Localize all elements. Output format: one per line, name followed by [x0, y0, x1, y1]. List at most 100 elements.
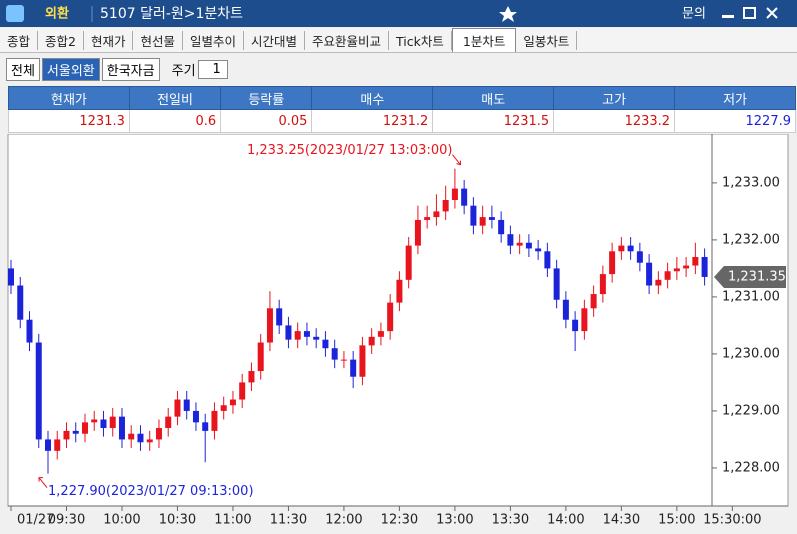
candle-body — [535, 248, 542, 252]
quote-value: 1231.5 — [432, 109, 555, 133]
candle-body — [72, 430, 79, 434]
candle-body — [683, 265, 690, 269]
close[interactable] — [766, 7, 778, 19]
candle-body — [461, 188, 468, 206]
tab-bar: 종합 종합2 현재가 현선물 일별추이 시간대별 주요환율비교 Tick차트 1분차트 일봉차트 — [0, 28, 797, 53]
candle-body — [313, 336, 320, 340]
candle-body — [507, 234, 514, 246]
candle-body — [174, 399, 181, 417]
candle-body — [701, 257, 708, 277]
toolbar: 전체 서울외환 한국자금 주기 1 — [0, 54, 797, 84]
candle-body — [109, 416, 116, 429]
candle-body — [266, 308, 273, 343]
help[interactable]: 문의 — [682, 7, 706, 22]
candle-body — [655, 279, 662, 286]
tab[interactable]: 일봉차트 — [516, 30, 578, 50]
tab[interactable]: Tick차트 — [389, 30, 452, 50]
y-tick-label: 1,231.00 — [722, 289, 780, 304]
candle-body — [239, 382, 246, 400]
chart-frame — [7, 134, 789, 507]
app-icon — [6, 5, 24, 22]
quote-value: 0.6 — [128, 109, 222, 133]
x-tick-label: 10:30 — [159, 513, 196, 528]
y-tick-label: 1,228.00 — [722, 460, 780, 475]
candle-body — [202, 422, 209, 431]
period-label: 주기 — [171, 63, 196, 79]
x-tick-label: 14:00 — [547, 513, 584, 528]
candle-body — [285, 325, 292, 340]
market-button[interactable]: 전체 — [6, 57, 40, 81]
candle-body — [91, 419, 98, 423]
candle-body — [54, 439, 61, 451]
y-tick-label: 1,230.00 — [722, 346, 780, 361]
candle-body — [525, 242, 532, 249]
column-header: 전일비 — [128, 86, 222, 110]
candle-body — [248, 371, 255, 383]
minimize[interactable] — [722, 15, 734, 18]
x-tick-label: 12:00 — [325, 513, 362, 528]
favorite[interactable] — [499, 6, 517, 22]
x-tick-label: 11:30 — [270, 513, 307, 528]
tab[interactable]: 1분차트 — [451, 28, 517, 52]
candle-body — [26, 319, 33, 343]
candle-body — [276, 308, 283, 326]
tab[interactable]: 일별추이 — [183, 30, 245, 50]
candle-body — [44, 439, 51, 451]
annotation-arrow — [452, 154, 461, 166]
candle-body — [350, 359, 357, 377]
x-tick-label: 01/27 — [17, 513, 54, 528]
maximize[interactable] — [743, 7, 756, 19]
candle-body — [8, 268, 14, 286]
tab[interactable]: 종합 — [0, 30, 39, 50]
tab[interactable]: 현재가 — [84, 30, 134, 50]
tab[interactable]: 시간대별 — [244, 30, 306, 50]
candle-body — [359, 345, 366, 377]
candle-body — [414, 219, 421, 246]
candle-body — [544, 251, 551, 269]
candle-body — [118, 416, 125, 440]
candle-body — [673, 268, 680, 272]
candle-body — [340, 359, 347, 361]
candle-body — [387, 302, 394, 332]
candle-body — [211, 410, 218, 431]
candle-body — [553, 268, 560, 300]
tab[interactable]: 종합2 — [38, 30, 84, 50]
candle-body — [405, 245, 412, 280]
x-tick-label: 12:30 — [381, 513, 418, 528]
candle-body — [331, 348, 338, 360]
candle-body — [424, 217, 431, 220]
x-tick-label: 13:30 — [492, 513, 529, 528]
annotation-arrow — [38, 477, 48, 488]
candle-body — [442, 199, 449, 212]
candle-body — [294, 331, 301, 340]
candle-body — [155, 428, 162, 440]
candle-body — [303, 331, 310, 337]
candle-body — [470, 205, 477, 226]
quote-value: 1231.2 — [311, 109, 434, 133]
candle-body — [377, 331, 384, 337]
annotation: 1,227.90(2023/01/27 09:13:00) — [48, 484, 253, 499]
candle-body — [479, 217, 486, 226]
tab[interactable]: 현선물 — [133, 30, 183, 50]
candle-body — [636, 251, 643, 263]
quote-value: 1227.9 — [674, 109, 796, 133]
candle-body — [100, 419, 107, 429]
title-icons: 외환 5107 달러-원>1분차트 문의 — [6, 5, 778, 22]
candle-body — [183, 399, 190, 411]
market-button[interactable]: 한국자금 — [101, 57, 160, 81]
tab[interactable]: 주요환율비교 — [305, 30, 390, 50]
market-button[interactable]: 서울외환 — [41, 57, 100, 81]
x-tick-label: 10:00 — [103, 513, 140, 528]
y-tick-label: 1,229.00 — [722, 403, 780, 418]
y-tick-label: 1,233.00 — [722, 175, 780, 190]
period-input[interactable]: 1 — [197, 59, 228, 79]
candle-body — [627, 245, 634, 252]
candle-body — [692, 257, 699, 266]
last-price-label: 1,231.35 — [728, 269, 786, 284]
candle-body — [220, 405, 227, 411]
column-header: 고가 — [553, 86, 676, 110]
candle-body — [664, 271, 671, 280]
column-header: 저가 — [674, 86, 796, 110]
candle-body — [618, 245, 625, 252]
candle-body — [516, 242, 523, 246]
